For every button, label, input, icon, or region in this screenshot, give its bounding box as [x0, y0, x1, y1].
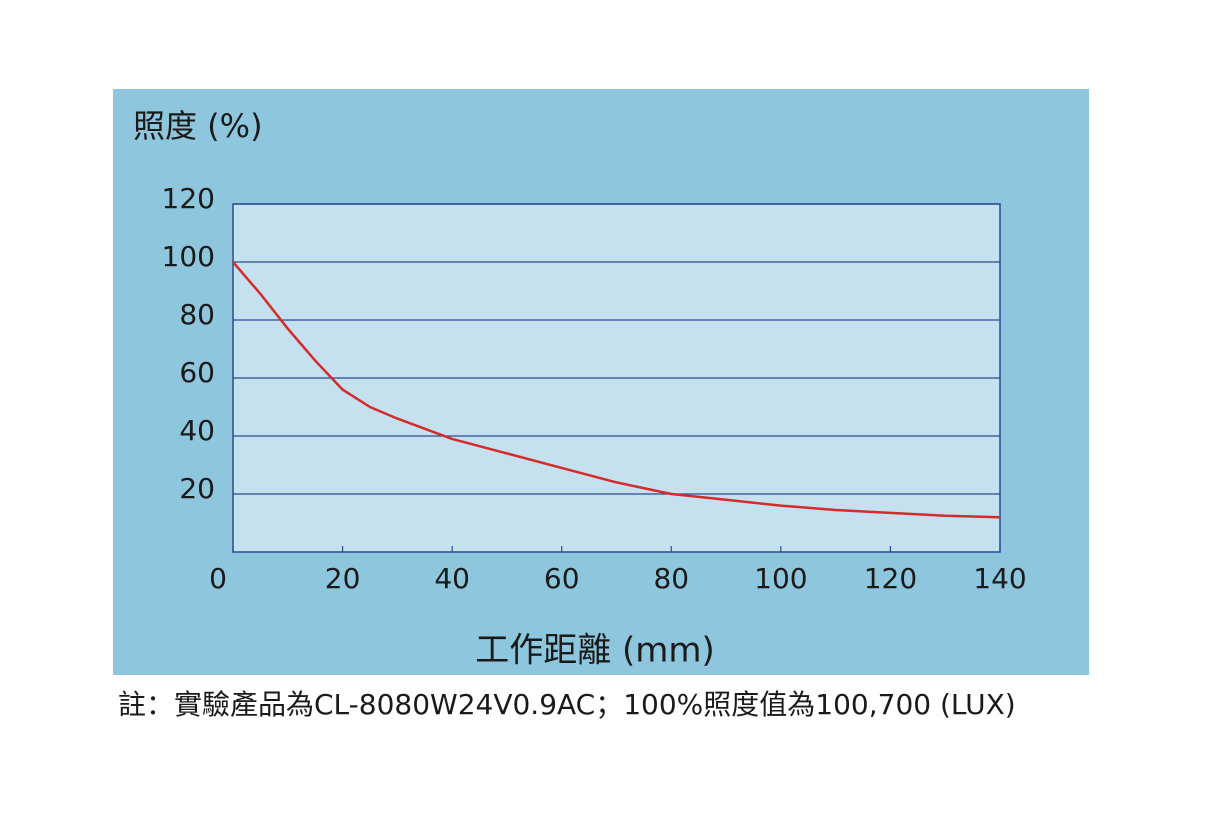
x-tick-label: 40 [434, 562, 470, 595]
x-tick-label: 100 [754, 562, 807, 595]
x-tick-label: 120 [864, 562, 917, 595]
y-tick-label: 40 [179, 414, 215, 447]
x-tick-label: 80 [653, 562, 689, 595]
x-tick-label: 140 [973, 562, 1026, 595]
y-tick-label: 120 [162, 182, 215, 215]
x-tick-label: 20 [325, 562, 361, 595]
x-axis-label: 工作距離 (mm) [475, 631, 715, 671]
footnote: 註：實驗產品為CL-8080W24V0.9AC；100%照度值為100,700 … [118, 688, 1016, 721]
y-axis-label: 照度 (%) [133, 107, 263, 145]
y-tick-label: 20 [179, 472, 215, 505]
y-tick-label: 60 [179, 356, 215, 389]
x-tick-label: 0 [209, 562, 227, 595]
data-line [232, 261, 1001, 519]
x-tick-label: 60 [544, 562, 580, 595]
y-tick-label: 80 [179, 298, 215, 331]
y-tick-label: 100 [162, 240, 215, 273]
